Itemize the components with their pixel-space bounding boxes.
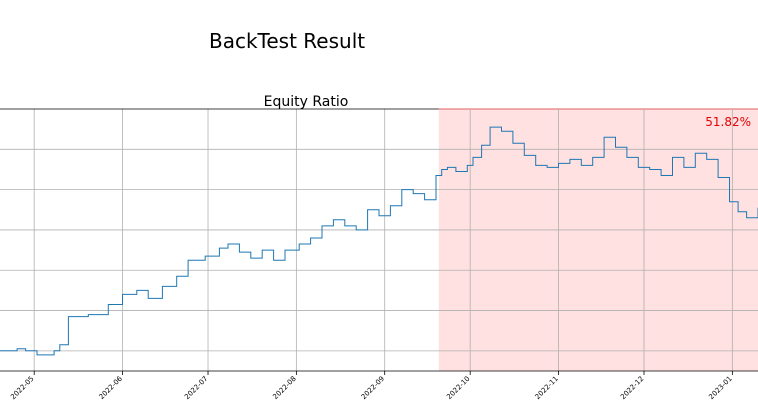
x-tick-label-0: 2022-05	[9, 375, 35, 401]
series-layer	[0, 126, 758, 356]
x-tick-label-5: 2022-10	[445, 375, 471, 401]
x-tick-label-6: 2022-11	[534, 375, 560, 401]
grid-layer	[0, 109, 758, 371]
x-tick-label-8: 2023-01	[707, 375, 733, 401]
x-tick-label-2: 2022-07	[183, 375, 209, 401]
x-tick-label-3: 2022-08	[271, 375, 297, 401]
chart-title: Equity Ratio	[264, 94, 349, 110]
highlight-span-layer	[438, 108, 758, 371]
x-tick-label-7: 2022-12	[619, 375, 645, 401]
x-tick-label-1: 2022-06	[98, 374, 125, 401]
highlight-span	[438, 109, 758, 371]
figure-title: BackTest Result	[209, 29, 366, 53]
drawdown-annotation: 51.82%	[705, 115, 751, 129]
equity-series-line-0	[0, 126, 758, 356]
x-tick-label-4: 2022-09	[360, 375, 386, 401]
